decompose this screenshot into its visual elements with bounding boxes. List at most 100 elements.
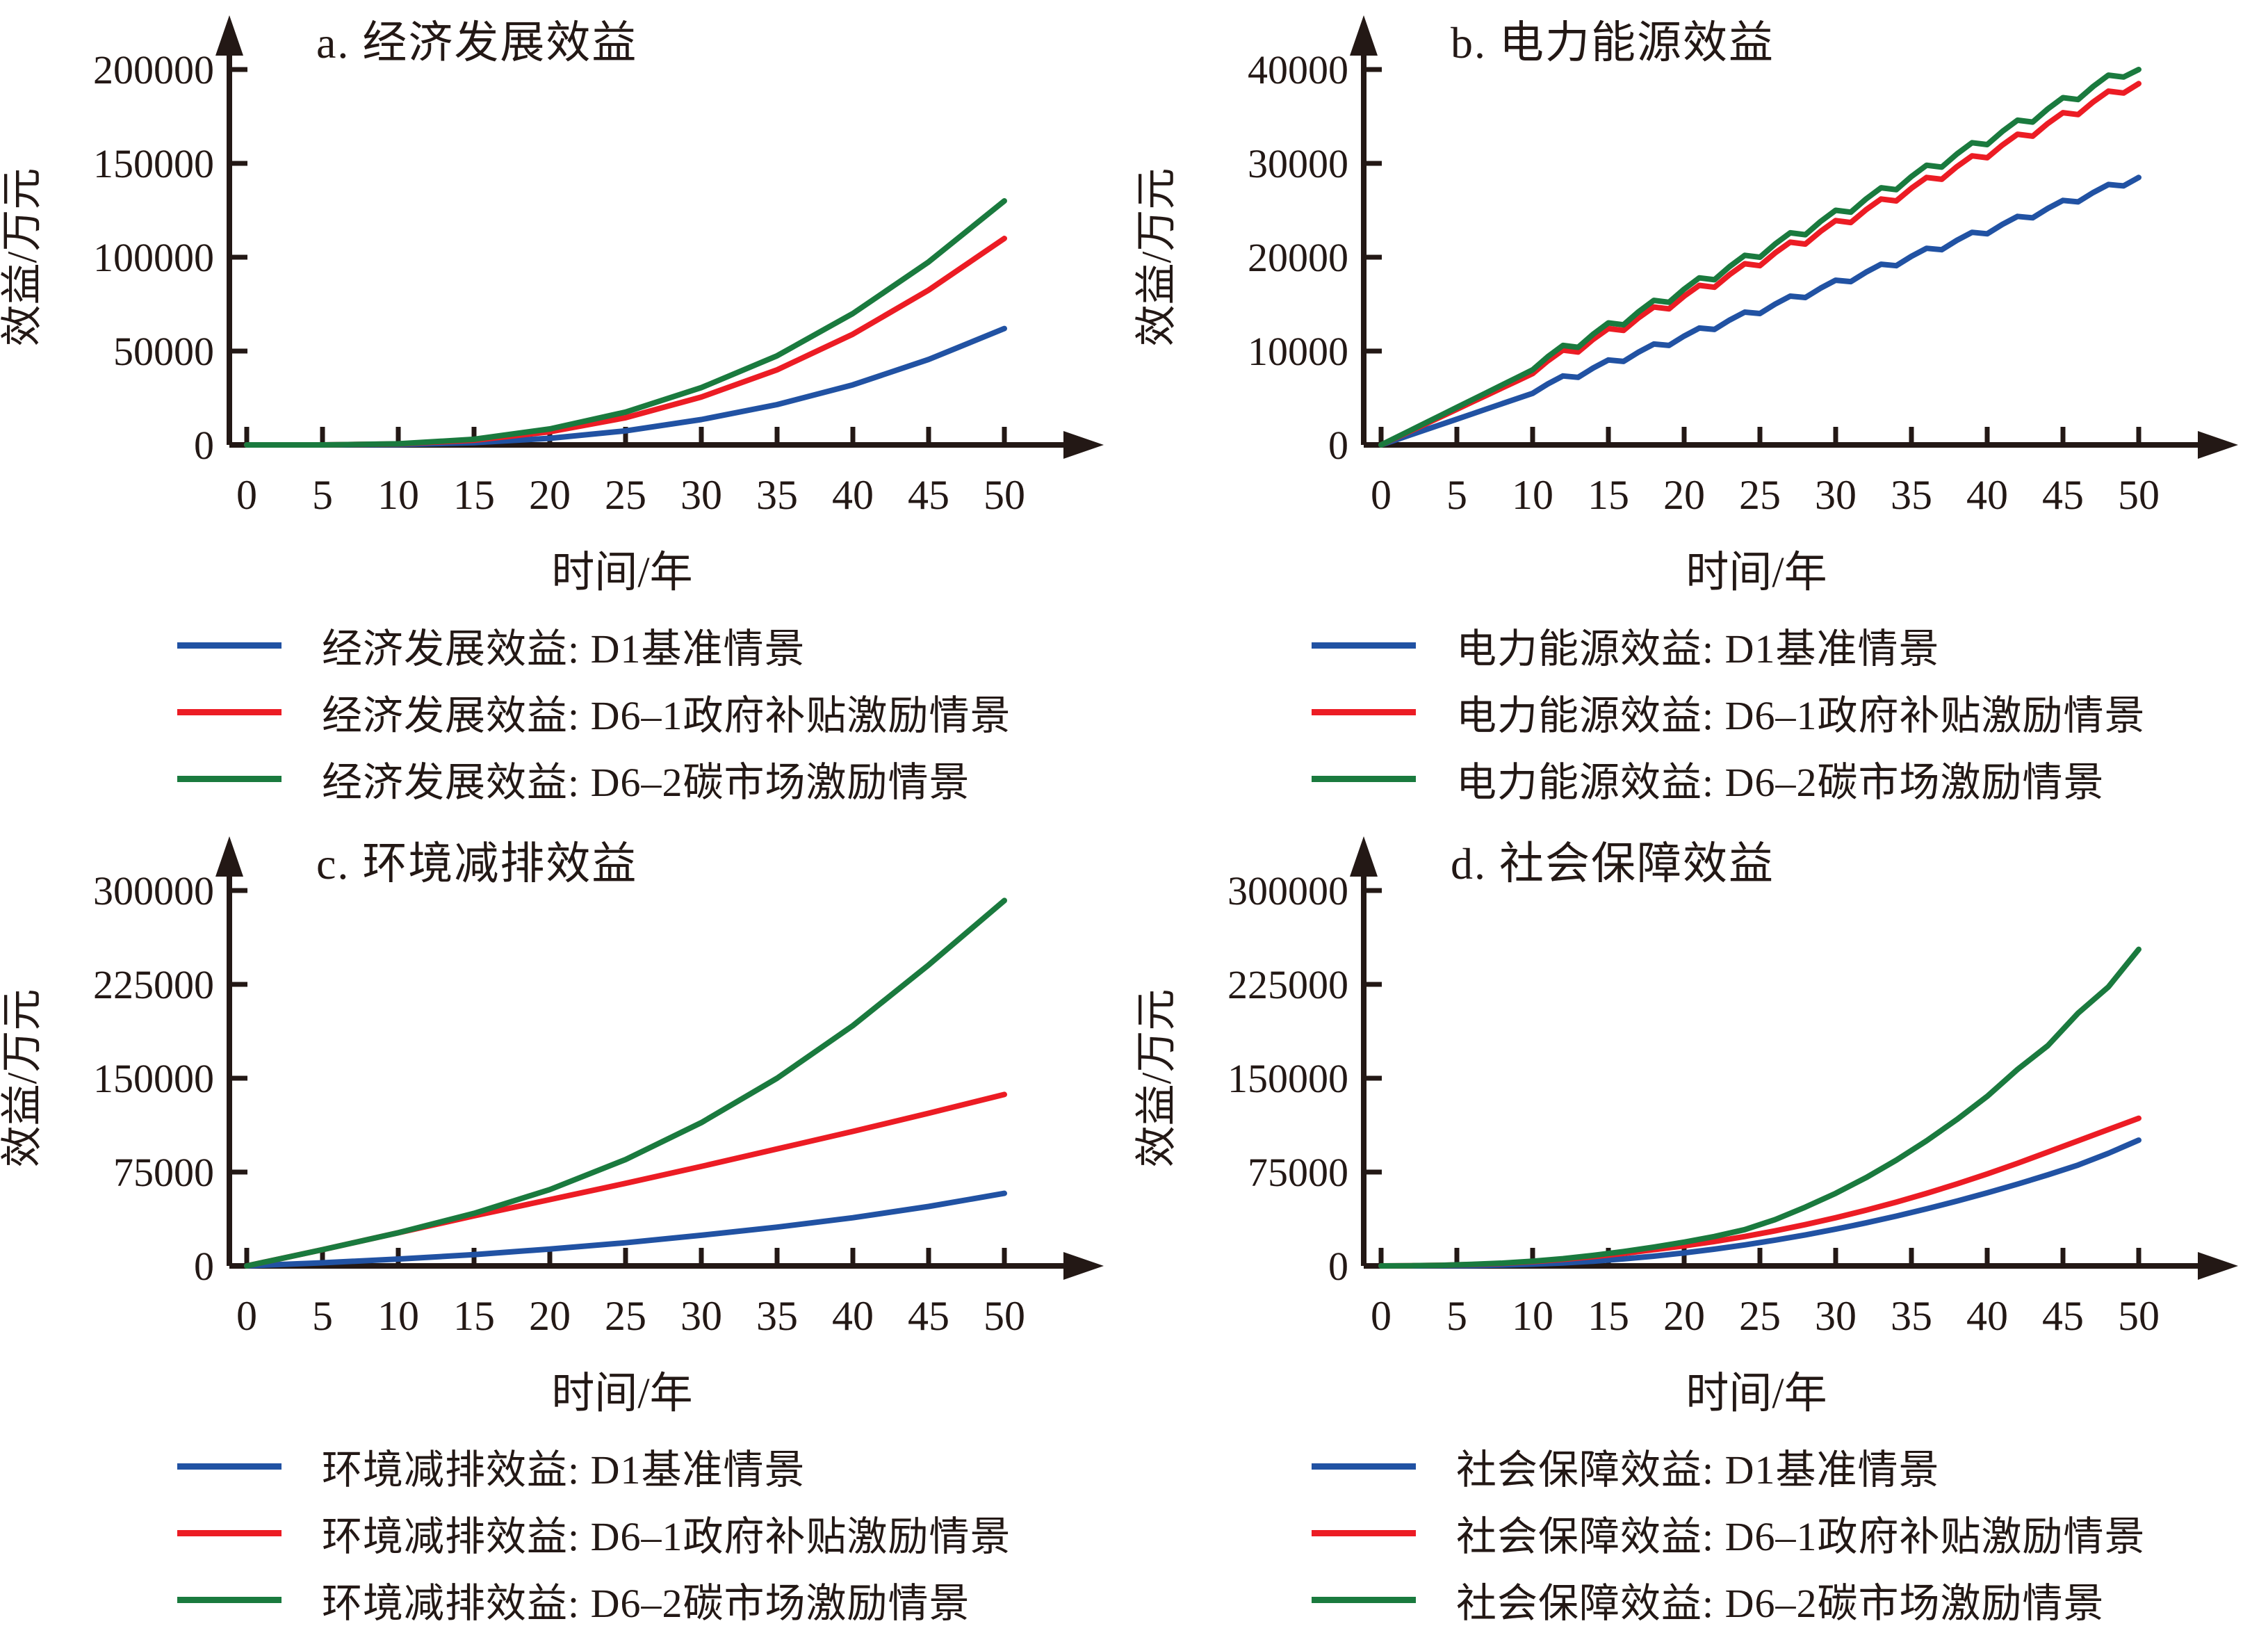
x-tick-label: 45: [908, 472, 949, 518]
x-tick-label: 50: [2118, 1293, 2160, 1339]
panel-a-chart: 0 50000 100000 150000 200000 0 5 10 15 20 25 30 35 40…: [0, 15, 1104, 518]
panel-c-legend: 环境减排效益: D1基准情景 环境减排效益: D6–1政府补贴激励情景 环境减排…: [177, 1433, 1011, 1633]
legend-label: 电力能源效益: D6–1政府补贴激励情景: [1456, 693, 2146, 738]
x-tick-label: 40: [1966, 1293, 2008, 1339]
x-axis-arrow-icon: [2198, 1252, 2238, 1280]
panel-c-title: c. 环境减排效益: [316, 839, 638, 888]
legend-item: 社会保障效益: D6–2碳市场激励情景: [1312, 1566, 2146, 1633]
y-tick-label: 150000: [93, 141, 214, 186]
x-tick-label: 5: [1446, 472, 1467, 518]
x-tick-label: 35: [756, 472, 798, 518]
legend-label: 经济发展效益: D1基准情景: [322, 626, 806, 672]
x-tick-label: 25: [605, 472, 646, 518]
y-axis-arrow-icon: [215, 15, 243, 56]
y-tick-label: 300000: [93, 868, 214, 913]
y-axis-title: 效益/万元: [0, 989, 45, 1168]
series-line-green: [1378, 67, 2141, 448]
y-tick-label: 20000: [1248, 235, 1348, 280]
legend-line-icon: [177, 642, 282, 649]
series-line-red: [1378, 81, 2141, 448]
x-tick-label: 15: [453, 472, 495, 518]
x-tick-label: 0: [236, 472, 257, 518]
x-axis-arrow-icon: [1063, 1252, 1104, 1280]
x-tick-label: 0: [1371, 472, 1392, 518]
x-tick-label: 10: [1512, 1293, 1553, 1339]
x-tick-label: 40: [832, 1293, 874, 1339]
legend-line-icon: [177, 775, 282, 782]
y-axis-arrow-icon: [1350, 836, 1378, 877]
x-tick-label: 50: [2118, 472, 2160, 518]
x-tick-label: 20: [529, 472, 571, 518]
panel-a-legend: 经济发展效益: D1基准情景 经济发展效益: D6–1政府补贴激励情景 经济发展…: [177, 612, 1011, 812]
series-line-green: [244, 897, 1007, 1269]
x-tick-label: 15: [453, 1293, 495, 1339]
panel-d-chart: 0 75000 150000 225000 300000 0 5 10 15 20 25 30 35 40…: [1134, 836, 2238, 1339]
x-tick-label: 15: [1588, 472, 1629, 518]
legend-label: 社会保障效益: D6–1政府补贴激励情景: [1456, 1514, 2146, 1559]
x-tick-label: 0: [1371, 1293, 1392, 1339]
panel-c-chart: 0 75000 150000 225000 300000 0 5 10 15 20 25 30 35 40…: [0, 836, 1104, 1339]
legend-line-icon: [177, 1463, 282, 1470]
y-tick-label: 30000: [1248, 141, 1348, 186]
y-axis-title: 效益/万元: [1134, 168, 1180, 347]
legend-label: 电力能源效益: D1基准情景: [1456, 626, 1940, 672]
x-tick-label: 20: [529, 1293, 571, 1339]
y-tick-label: 225000: [93, 962, 214, 1007]
x-tick-label: 35: [756, 1293, 798, 1339]
series-line-blue: [1378, 174, 2141, 448]
legend-label: 环境减排效益: D1基准情景: [322, 1447, 806, 1493]
panel-a-x-axis-label: 时间/年: [551, 549, 693, 596]
x-tick-label: 40: [832, 472, 874, 518]
legend-label: 社会保障效益: D6–2碳市场激励情景: [1456, 1581, 2105, 1626]
legend-line-icon: [1312, 642, 1416, 649]
x-tick-label: 25: [1739, 1293, 1781, 1339]
y-axis-title: 效益/万元: [0, 168, 45, 347]
x-tick-label: 20: [1663, 472, 1705, 518]
y-tick-label: 200000: [93, 47, 214, 92]
panel-d-legend: 社会保障效益: D1基准情景 社会保障效益: D6–1政府补贴激励情景 社会保障…: [1312, 1433, 2146, 1633]
x-tick-label: 30: [680, 472, 722, 518]
legend-item: 经济发展效益: D1基准情景: [177, 612, 1011, 678]
x-tick-label: 25: [605, 1293, 646, 1339]
x-tick-label: 0: [236, 1293, 257, 1339]
x-tick-label: 30: [1815, 472, 1857, 518]
legend-label: 经济发展效益: D6–1政府补贴激励情景: [322, 693, 1011, 738]
y-tick-label: 75000: [1248, 1150, 1348, 1195]
legend-item: 环境减排效益: D6–1政府补贴激励情景: [177, 1499, 1011, 1566]
y-tick-label: 0: [1328, 1244, 1348, 1289]
legend-line-icon: [1312, 1529, 1416, 1536]
panel-b: b. 电力能源效益 0 10000 20000 30000 40000 0 5 10 15 20 2…: [1134, 0, 2268, 821]
y-tick-label: 50000: [113, 329, 214, 374]
y-tick-label: 0: [194, 423, 214, 468]
x-tick-label: 45: [2042, 1293, 2084, 1339]
panel-d: d. 社会保障效益 0 75000 150000 225000 300000 0 5 10 15…: [1134, 821, 2268, 1642]
x-tick-label: 50: [984, 472, 1025, 518]
x-tick-label: 10: [377, 472, 419, 518]
legend-line-icon: [1312, 1463, 1416, 1470]
series-line-green: [244, 198, 1007, 448]
legend-label: 环境减排效益: D6–2碳市场激励情景: [322, 1581, 970, 1626]
panel-d-x-axis-label: 时间/年: [1686, 1370, 1827, 1417]
x-tick-label: 10: [377, 1293, 419, 1339]
x-tick-label: 25: [1739, 472, 1781, 518]
legend-line-icon: [177, 708, 282, 715]
legend-item: 电力能源效益: D6–2碳市场激励情景: [1312, 745, 2146, 812]
panel-c: c. 环境减排效益 0 75000 150000 225000 300000 0 5 10 15…: [0, 821, 1134, 1642]
x-tick-label: 5: [312, 1293, 333, 1339]
series-line-blue: [244, 1190, 1007, 1269]
panel-a-title: a. 经济发展效益: [316, 18, 638, 67]
x-tick-label: 5: [312, 472, 333, 518]
y-tick-label: 0: [1328, 423, 1348, 468]
y-tick-label: 40000: [1248, 47, 1348, 92]
legend-item: 电力能源效益: D6–1政府补贴激励情景: [1312, 678, 2146, 745]
x-axis-arrow-icon: [1063, 431, 1104, 459]
panel-b-title: b. 电力能源效益: [1451, 18, 1775, 67]
legend-label: 社会保障效益: D1基准情景: [1456, 1447, 1940, 1493]
y-tick-label: 75000: [113, 1150, 214, 1195]
y-tick-label: 300000: [1227, 868, 1348, 913]
legend-item: 经济发展效益: D6–2碳市场激励情景: [177, 745, 1011, 812]
panel-c-x-axis-label: 时间/年: [551, 1370, 693, 1417]
x-tick-label: 30: [1815, 1293, 1857, 1339]
x-tick-label: 30: [680, 1293, 722, 1339]
x-tick-label: 35: [1891, 472, 1932, 518]
